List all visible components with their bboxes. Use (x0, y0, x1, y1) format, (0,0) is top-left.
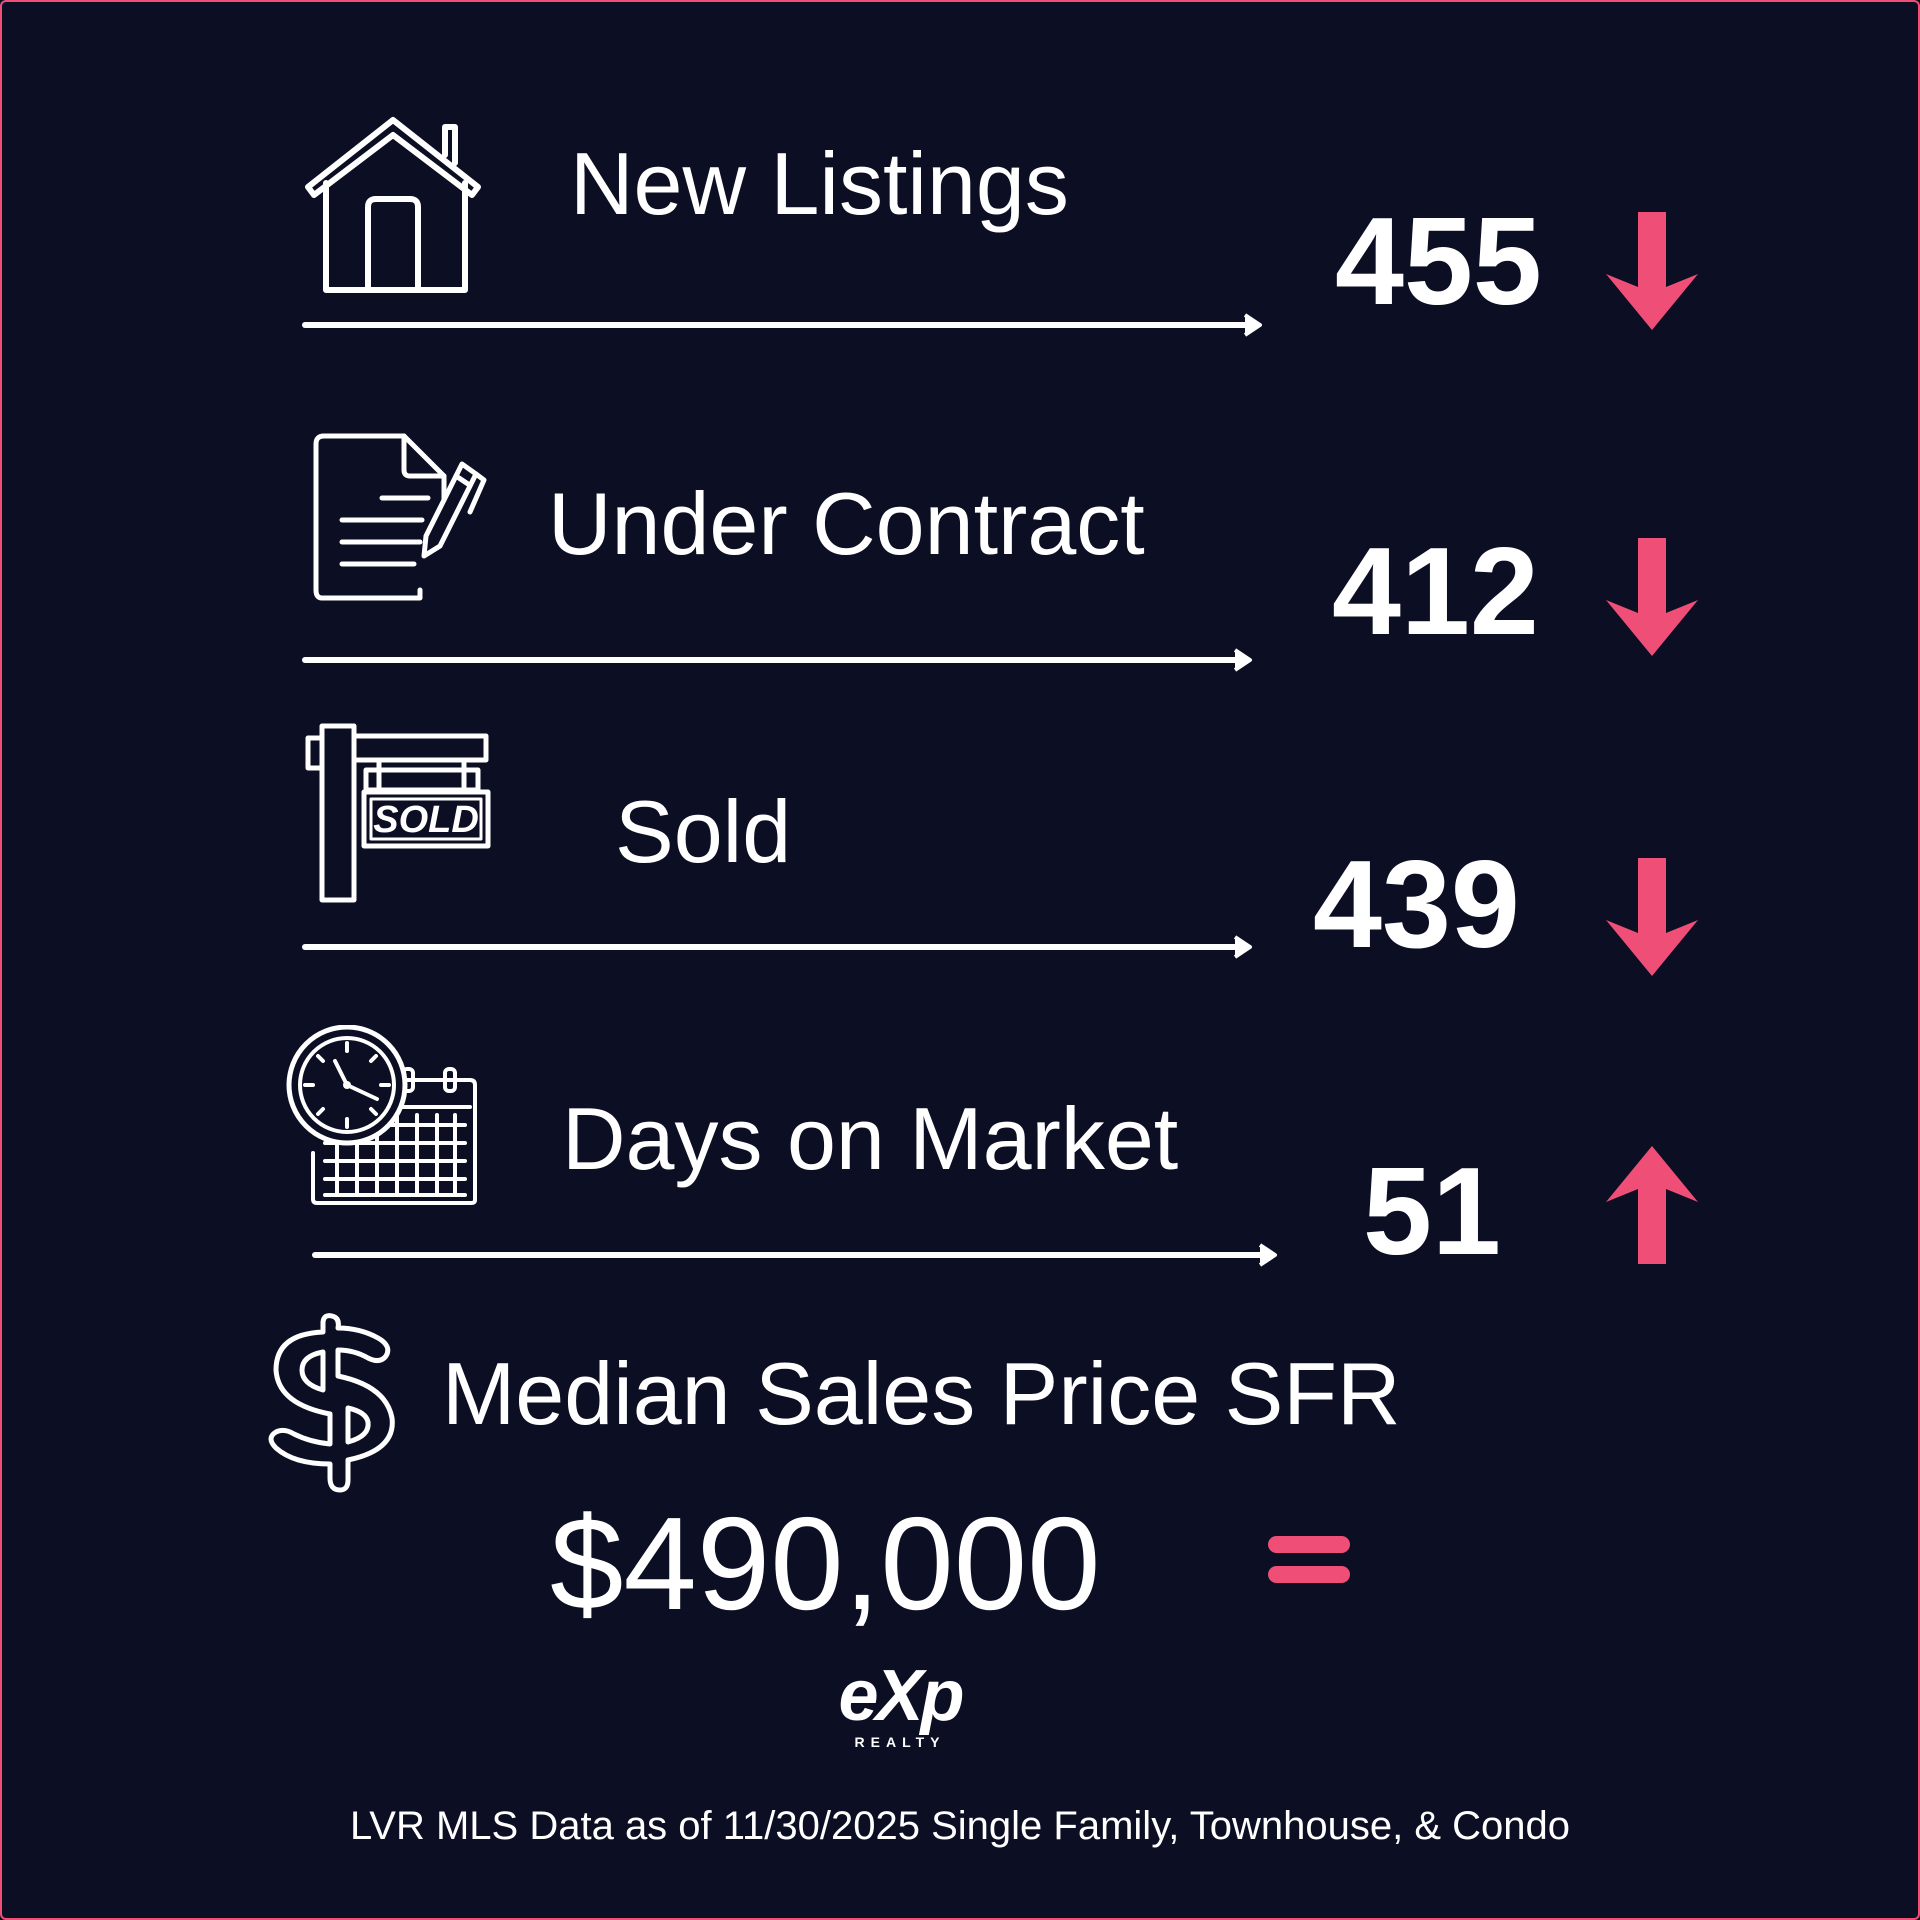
svg-text:SOLD: SOLD (373, 799, 479, 841)
down-arrow-icon (1606, 858, 1698, 976)
stat-label-sold: Sold (615, 782, 792, 881)
sold-sign-icon: SOLD (305, 723, 491, 903)
stat-label-new-listings: New Listings (570, 134, 1069, 233)
arrow-line-icon (302, 935, 1252, 959)
stat-label-days-on-market: Days on Market (562, 1089, 1179, 1188)
median-value: $490,000 (550, 1490, 1101, 1637)
arrow-line-icon (312, 1243, 1277, 1267)
median-label: Median Sales Price SFR (442, 1344, 1401, 1443)
stat-value-sold: 439 (1313, 836, 1520, 974)
data-source-footer: LVR MLS Data as of 11/30/2025 Single Fam… (350, 1804, 1570, 1848)
exp-realty-logo: eXp REALTY (800, 1660, 1000, 1760)
stat-value-under-contract: 412 (1332, 523, 1539, 661)
stat-value-new-listings: 455 (1335, 193, 1542, 331)
contract-pen-icon (313, 433, 487, 601)
logo-subtext: REALTY (854, 1734, 946, 1750)
arrow-line-icon (302, 648, 1252, 672)
arrow-line-icon (302, 313, 1262, 337)
equal-icon (1268, 1536, 1350, 1583)
dollar-icon (268, 1313, 395, 1493)
clock-calendar-icon (286, 1025, 477, 1205)
down-arrow-icon (1606, 212, 1698, 330)
stat-label-under-contract: Under Contract (548, 474, 1145, 573)
logo-text: eXp (838, 1656, 964, 1736)
stat-value-days-on-market: 51 (1363, 1143, 1501, 1281)
up-arrow-icon (1606, 1146, 1698, 1264)
down-arrow-icon (1606, 538, 1698, 656)
house-icon (305, 117, 481, 293)
